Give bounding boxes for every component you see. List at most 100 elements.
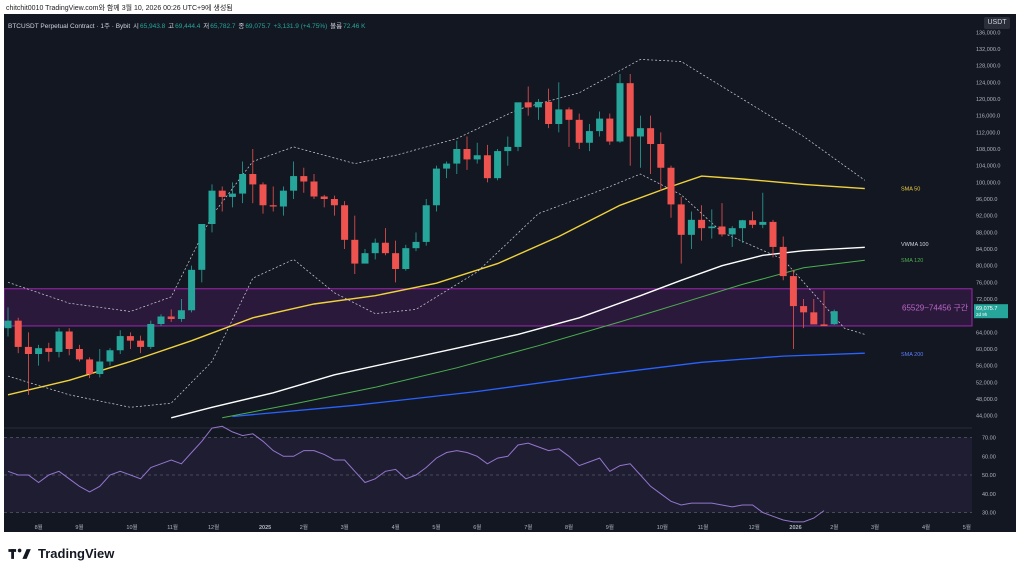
candle-body bbox=[177, 310, 185, 319]
y-tick-label: 104,000.0 bbox=[976, 164, 1000, 170]
y-tick-label: 96,000.0 bbox=[976, 197, 997, 203]
candle-body bbox=[96, 361, 104, 374]
candle-body bbox=[361, 253, 369, 264]
candle-body bbox=[667, 167, 675, 205]
x-tick-label: 2월 bbox=[300, 523, 308, 531]
x-tick-label: 9월 bbox=[606, 523, 614, 531]
candle-body bbox=[800, 306, 808, 313]
candle-body bbox=[126, 336, 134, 341]
candle-body bbox=[341, 205, 349, 240]
bollinger-upper bbox=[7, 59, 866, 312]
legend-high-label: 고 bbox=[168, 23, 175, 30]
legend-symbol: BTCUSDT Perpetual Contract · 1주 · Bybit bbox=[8, 23, 131, 30]
candle-body bbox=[698, 219, 706, 229]
candle-body bbox=[35, 348, 43, 354]
candle-body bbox=[218, 190, 226, 197]
candle-body bbox=[534, 101, 542, 108]
candle-body bbox=[137, 340, 145, 347]
candle-body bbox=[545, 101, 553, 124]
tradingview-wordmark: TradingView bbox=[38, 546, 115, 561]
y-tick-label: 44,000.0 bbox=[976, 414, 997, 420]
legend-high: 69,444.4 bbox=[175, 23, 201, 30]
rsi-tick-label: 70.00 bbox=[982, 436, 996, 442]
legend-low: 65,782.7 bbox=[210, 23, 236, 30]
tradingview-logo[interactable]: TradingView bbox=[8, 546, 114, 561]
candle-body bbox=[75, 349, 83, 360]
candle-body bbox=[86, 359, 94, 374]
candle-body bbox=[381, 242, 389, 254]
candle-body bbox=[830, 311, 838, 325]
candle-body bbox=[4, 320, 12, 329]
candle-body bbox=[351, 239, 359, 264]
x-tick-label: 2025 bbox=[259, 525, 271, 531]
candle-body bbox=[647, 128, 655, 144]
x-tick-label: 9월 bbox=[75, 523, 83, 531]
candle-body bbox=[494, 151, 502, 179]
x-tick-label: 7월 bbox=[524, 523, 532, 531]
y-tick-label: 112,000.0 bbox=[976, 130, 1000, 136]
legend-volume-label: 볼륨 bbox=[330, 23, 343, 30]
candle-body bbox=[708, 226, 716, 229]
candle-body bbox=[504, 146, 512, 152]
candle-body bbox=[402, 248, 410, 269]
x-tick-label: 11월 bbox=[167, 523, 178, 531]
x-tick-label: 4월 bbox=[392, 523, 400, 531]
candle-body bbox=[392, 253, 400, 269]
chart-canvas[interactable]: 65529~74456 구간 SMA 50 VWMA 100 SMA 120 SMA 2… bbox=[4, 14, 1016, 532]
currency-button[interactable]: USDT bbox=[984, 17, 1010, 29]
candle-body bbox=[789, 276, 797, 307]
candle-body bbox=[116, 336, 124, 351]
rsi-tick-label: 40.00 bbox=[982, 492, 996, 498]
candle-body bbox=[596, 118, 604, 132]
candle-body bbox=[749, 220, 757, 225]
candle-body bbox=[310, 181, 318, 197]
sma50-line bbox=[7, 175, 865, 396]
candle-body bbox=[279, 190, 287, 207]
candle-body bbox=[810, 312, 818, 325]
candle-body bbox=[718, 226, 726, 235]
candle-body bbox=[453, 149, 461, 164]
y-tick-label: 120,000.0 bbox=[976, 97, 1000, 103]
rsi-tick-label: 60.00 bbox=[982, 454, 996, 460]
x-tick-label: 3월 bbox=[871, 523, 879, 531]
sma120-label: SMA 120 bbox=[901, 258, 923, 264]
candle-body bbox=[14, 320, 22, 347]
y-tick-label: 124,000.0 bbox=[976, 80, 1000, 86]
candle-body bbox=[555, 109, 563, 124]
candle-body bbox=[208, 190, 216, 224]
vwma100-line bbox=[171, 246, 865, 419]
legend-open-label: 시 bbox=[133, 23, 139, 30]
rsi-tick-label: 30.00 bbox=[982, 511, 996, 517]
y-tick-label: 132,000.0 bbox=[976, 47, 1000, 53]
candle-body bbox=[259, 184, 267, 206]
y-tick-label: 80,000.0 bbox=[976, 264, 997, 270]
y-tick-label: 56,000.0 bbox=[976, 364, 997, 370]
x-tick-label: 12월 bbox=[208, 523, 219, 531]
header-bar: chitchit0010 TradingView.com와 함께 3월 10, … bbox=[0, 0, 1024, 14]
legend-close-label: 종 bbox=[238, 23, 245, 30]
x-tick-label: 3월 bbox=[341, 523, 349, 531]
x-tick-label: 12월 bbox=[749, 523, 760, 531]
candle-body bbox=[585, 131, 593, 143]
legend-close: 69,075.7 bbox=[245, 23, 271, 30]
y-tick-label: 116,000.0 bbox=[976, 114, 1000, 120]
chart-frame[interactable]: 65529~74456 구간 SMA 50 VWMA 100 SMA 120 SMA 2… bbox=[4, 14, 1016, 532]
candle-body bbox=[198, 224, 206, 270]
candle-body bbox=[228, 193, 236, 197]
candle-body bbox=[779, 246, 787, 277]
candle-body bbox=[728, 228, 736, 235]
candle-body bbox=[167, 316, 175, 319]
candle-body bbox=[290, 176, 298, 191]
candle-body bbox=[55, 331, 63, 352]
y-tick-label: 60,000.0 bbox=[976, 347, 997, 353]
candle-body bbox=[249, 174, 257, 185]
candle-body bbox=[483, 155, 491, 179]
candle-body bbox=[524, 102, 532, 108]
candle-body bbox=[422, 205, 430, 242]
legend-open: 65,943.8 bbox=[139, 23, 166, 30]
y-tick-label: 100,000.0 bbox=[976, 180, 1000, 186]
x-tick-label: 10월 bbox=[126, 523, 137, 531]
price-tag-sub: 2d 9h bbox=[976, 312, 988, 317]
candle-body bbox=[188, 269, 196, 311]
x-tick-label: 8월 bbox=[565, 523, 573, 531]
